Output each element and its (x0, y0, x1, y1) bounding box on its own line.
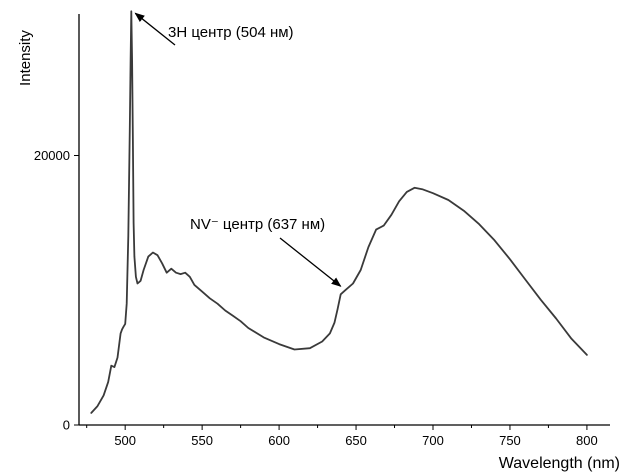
y-axis-ticks: 0 20000 (34, 148, 79, 433)
annotation-label: NV⁻ центр (637 нм) (190, 216, 325, 233)
spectrum-line (90, 10, 588, 414)
x-tick-label: 550 (191, 433, 213, 448)
annotation-arrow (279, 237, 342, 287)
y-tick-label: 0 (63, 418, 70, 433)
annotation-arrow (134, 12, 176, 46)
plot-area (90, 10, 588, 414)
x-tick-label: 500 (114, 433, 136, 448)
y-tick-label: 20000 (34, 148, 70, 163)
x-tick-label: 750 (499, 433, 521, 448)
annotation-label: 3H центр (504 нм) (168, 24, 294, 41)
axes (78, 14, 610, 426)
x-tick-label: 700 (422, 433, 444, 448)
annotations: 3H центр (504 нм) NV⁻ центр (637 нм) (134, 12, 342, 287)
x-tick-label: 600 (268, 433, 290, 448)
x-axis-label: Wavelength (nm) (499, 455, 620, 472)
x-axis-ticks: 500 550 600 650 700 750 800 (86, 425, 598, 448)
x-tick-label: 800 (576, 433, 598, 448)
x-tick-label: 650 (345, 433, 367, 448)
y-axis-label: Intensity (17, 30, 34, 86)
